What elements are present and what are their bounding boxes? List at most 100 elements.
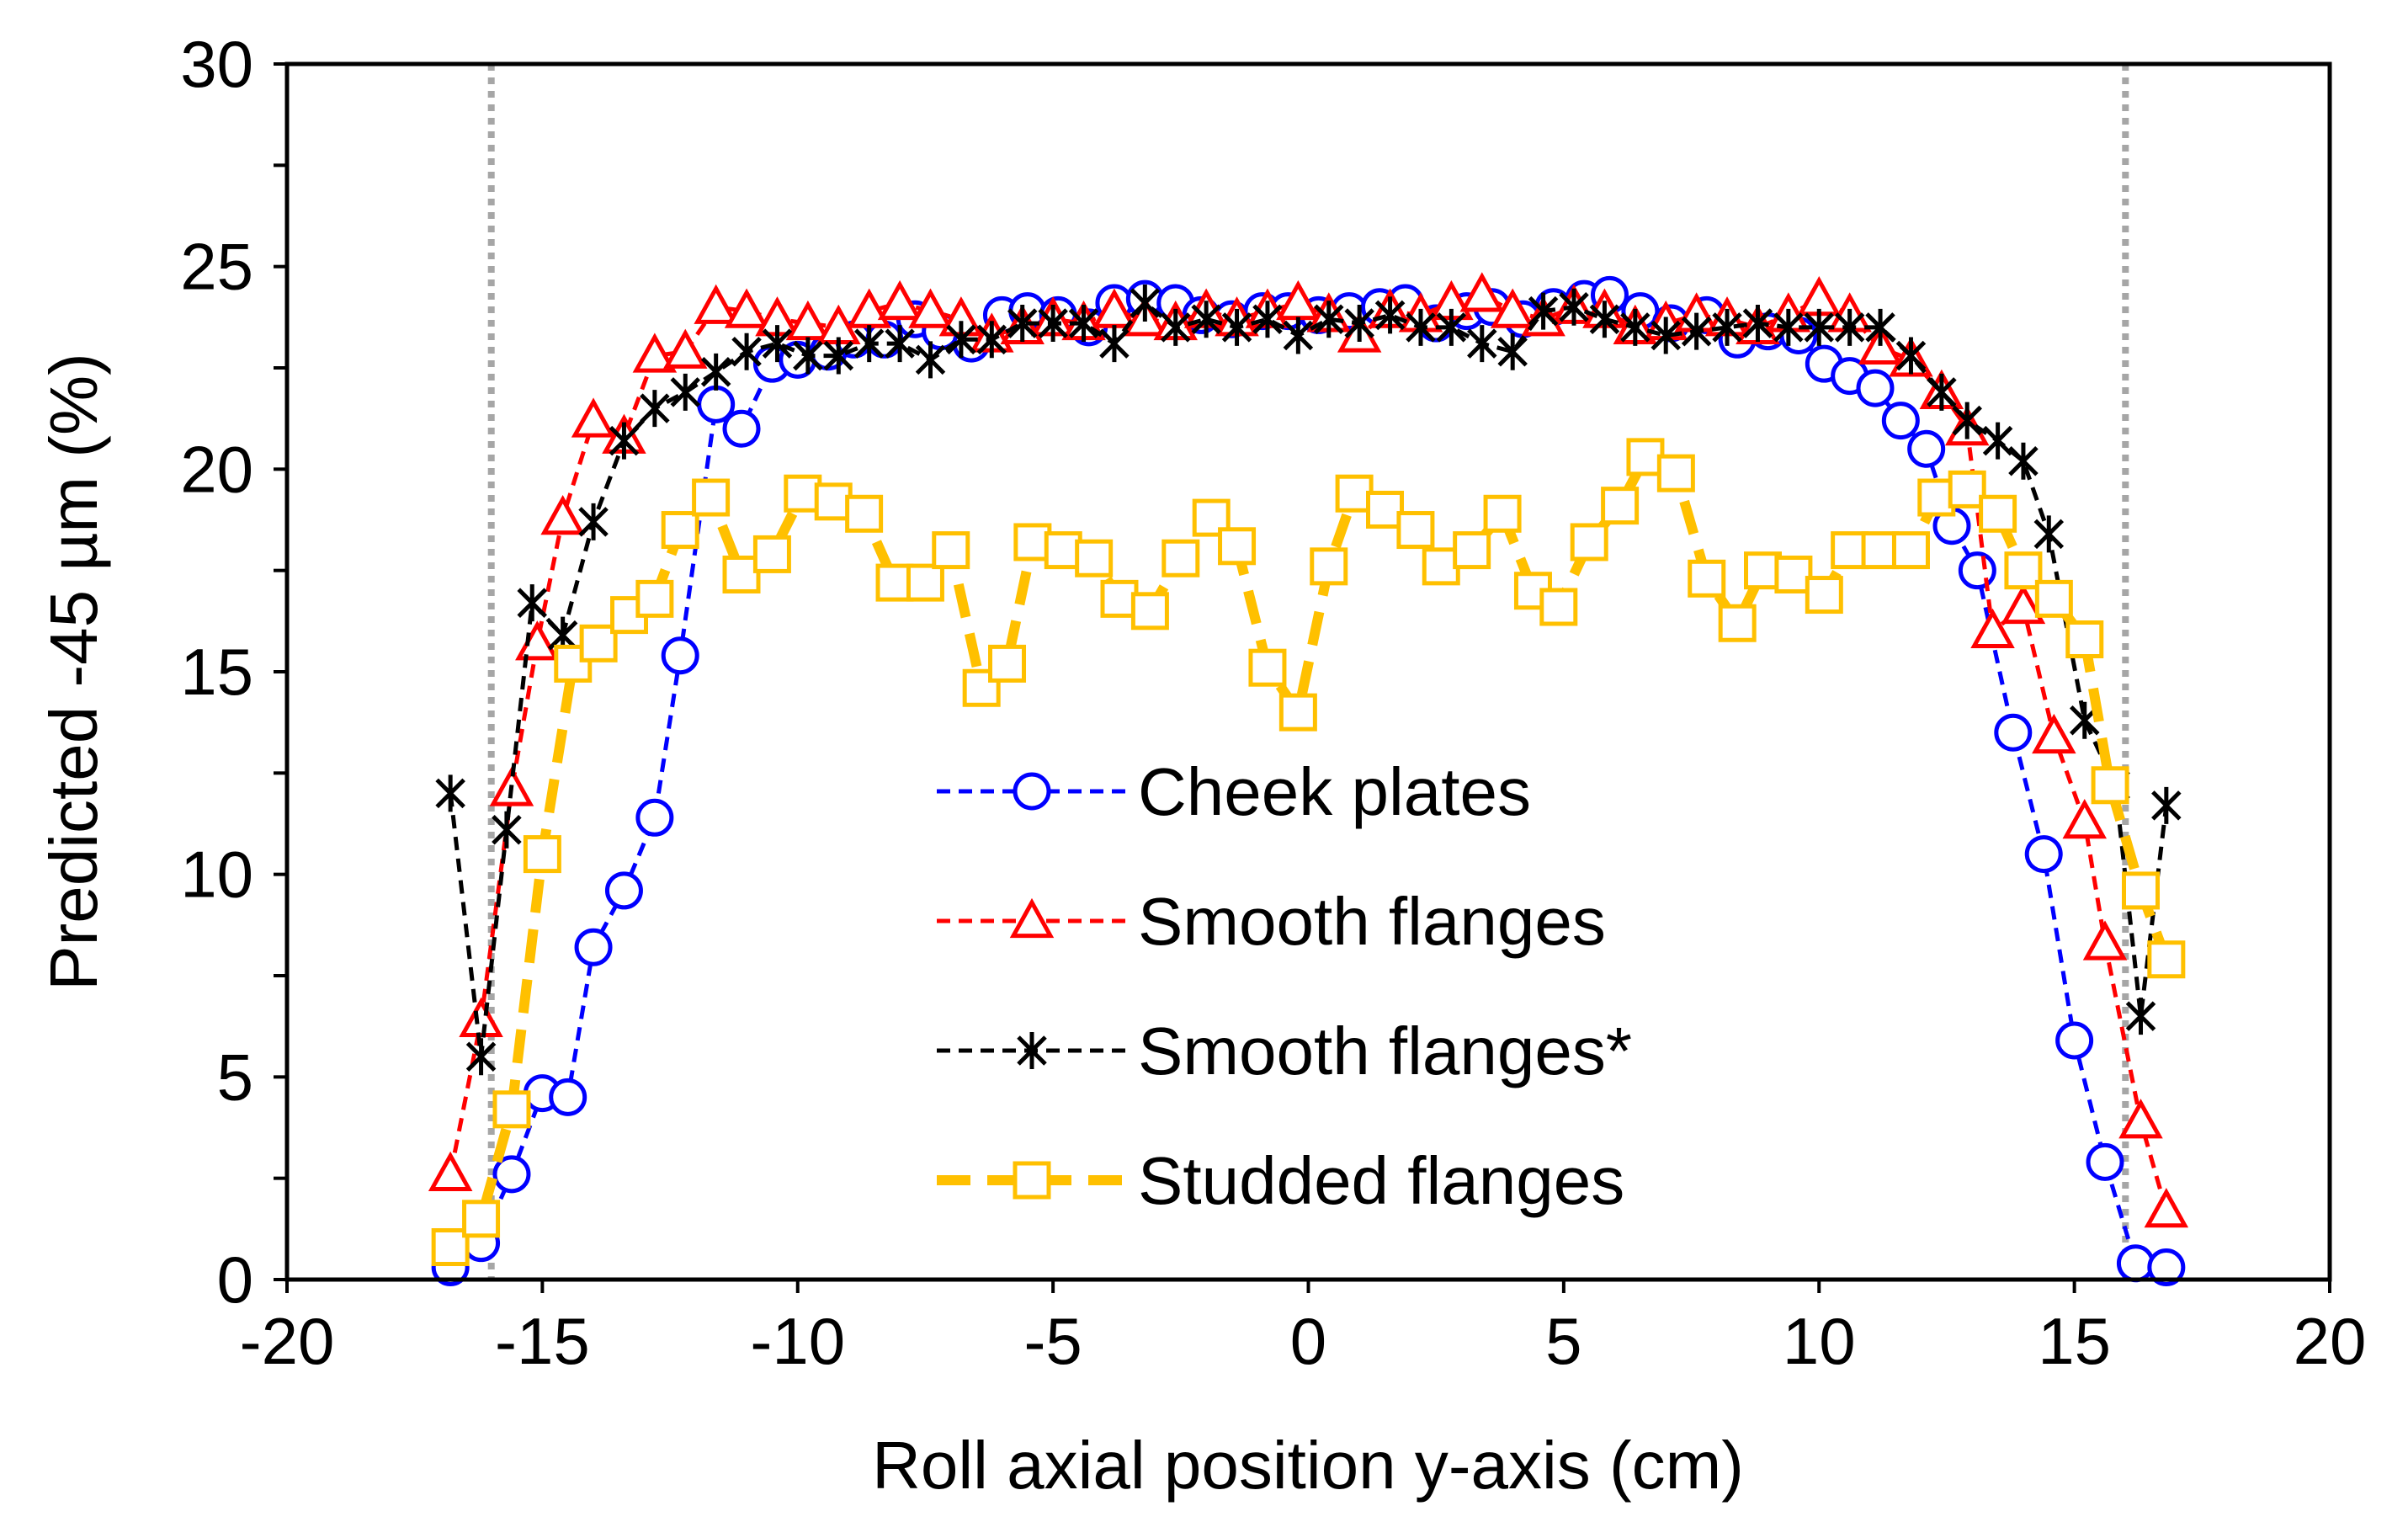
data-point	[1528, 292, 1559, 330]
data-point	[1774, 555, 1813, 593]
data-point	[549, 1078, 587, 1116]
data-point	[2118, 1099, 2163, 1139]
legend-item: Studded flanges	[937, 1143, 1624, 1218]
data-point	[1007, 305, 1038, 343]
y-tick-label: 20	[180, 432, 253, 506]
data-point	[793, 337, 823, 375]
data-point	[578, 503, 609, 540]
data-point	[1718, 604, 1757, 642]
x-tick-label: 20	[2294, 1304, 2367, 1378]
data-point	[1970, 608, 2015, 648]
legend-swatch-marker	[1009, 897, 1055, 939]
data-point	[431, 1227, 470, 1266]
data-point	[492, 1090, 531, 1129]
legend-item: Cheek plates	[937, 754, 1531, 829]
data-point	[1881, 402, 1920, 440]
data-point	[1895, 337, 1927, 375]
series-layer	[428, 272, 2189, 1287]
legend-label: Smooth flanges*	[1138, 1014, 1632, 1088]
data-point	[1712, 308, 1742, 346]
y-tick-label: 10	[180, 838, 253, 912]
data-point	[2008, 442, 2039, 480]
data-point	[1314, 301, 1344, 338]
data-point	[1744, 551, 1783, 590]
data-point	[1626, 438, 1665, 476]
data-point	[700, 353, 731, 391]
data-point	[1344, 305, 1374, 343]
data-point	[1248, 648, 1287, 687]
data-point	[661, 636, 699, 675]
data-point	[1161, 539, 1200, 577]
x-tick-label: 15	[2038, 1304, 2111, 1378]
data-point	[1805, 576, 1843, 615]
data-point	[1130, 284, 1161, 322]
data-point	[2001, 583, 2046, 625]
data-point	[1490, 288, 1535, 328]
data-point	[571, 397, 616, 438]
series-line	[448, 301, 2169, 1059]
x-tick-label: 0	[1290, 1304, 1326, 1378]
data-point	[1620, 308, 1651, 346]
legend-label: Cheek plates	[1138, 754, 1531, 829]
data-point	[1396, 511, 1435, 550]
legend-swatch-marker	[1013, 1161, 1051, 1200]
data-point	[1192, 498, 1231, 537]
x-tick-label: 5	[1545, 1304, 1581, 1378]
data-point	[1252, 301, 1283, 338]
data-point	[609, 422, 640, 460]
x-axis-title: Roll axial position y-axis (cm)	[872, 1428, 1744, 1503]
axis-ticks	[274, 62, 2331, 1293]
data-point	[1927, 373, 1957, 411]
data-point	[1218, 527, 1257, 566]
data-point	[1856, 369, 1895, 407]
data-point	[722, 555, 761, 593]
data-point	[1459, 272, 1505, 312]
data-point	[465, 1038, 497, 1076]
legend-item: Smooth flanges	[937, 884, 1606, 959]
data-point	[1834, 308, 1865, 346]
legend-label: Smooth flanges	[1138, 884, 1606, 959]
data-point	[428, 1151, 473, 1191]
data-point	[908, 288, 953, 328]
data-point	[752, 535, 791, 573]
data-point	[2065, 620, 2104, 658]
data-point	[1436, 308, 1467, 346]
data-point	[1221, 308, 1252, 346]
data-point	[1374, 296, 1406, 334]
data-point	[915, 341, 946, 379]
data-point	[1467, 325, 1497, 363]
data-point	[1100, 579, 1139, 618]
data-point	[1804, 308, 1835, 346]
series-smooth-flanges	[435, 284, 2182, 1076]
data-point	[1366, 490, 1405, 529]
data-point	[554, 644, 593, 683]
data-point	[932, 531, 970, 570]
data-point	[1651, 317, 1681, 354]
data-point	[1038, 305, 1068, 343]
data-point	[762, 325, 793, 363]
data-point	[1453, 531, 1491, 570]
data-point	[2024, 835, 2063, 874]
legend-label: Studded flanges	[1138, 1143, 1624, 1218]
legend-swatch-marker	[1013, 772, 1051, 811]
x-tick-label: 10	[1783, 1304, 1856, 1378]
data-point	[1075, 539, 1114, 577]
y-tick-label: 0	[217, 1243, 253, 1317]
data-point	[1681, 312, 1712, 350]
data-point	[946, 321, 976, 359]
data-point	[1160, 308, 1191, 346]
data-point	[1601, 487, 1640, 525]
data-point	[1688, 559, 1726, 598]
x-tick-label: -10	[750, 1304, 845, 1378]
data-point	[1948, 470, 1986, 508]
data-point	[2062, 798, 2108, 839]
reference-lines	[487, 64, 2129, 1280]
data-point	[435, 774, 465, 812]
data-point	[670, 373, 701, 411]
data-point	[2147, 1248, 2186, 1287]
data-point	[692, 478, 731, 517]
data-point	[523, 835, 561, 874]
legend-swatch-marker	[1017, 1032, 1047, 1069]
data-point	[1310, 547, 1348, 586]
data-point	[722, 409, 761, 448]
